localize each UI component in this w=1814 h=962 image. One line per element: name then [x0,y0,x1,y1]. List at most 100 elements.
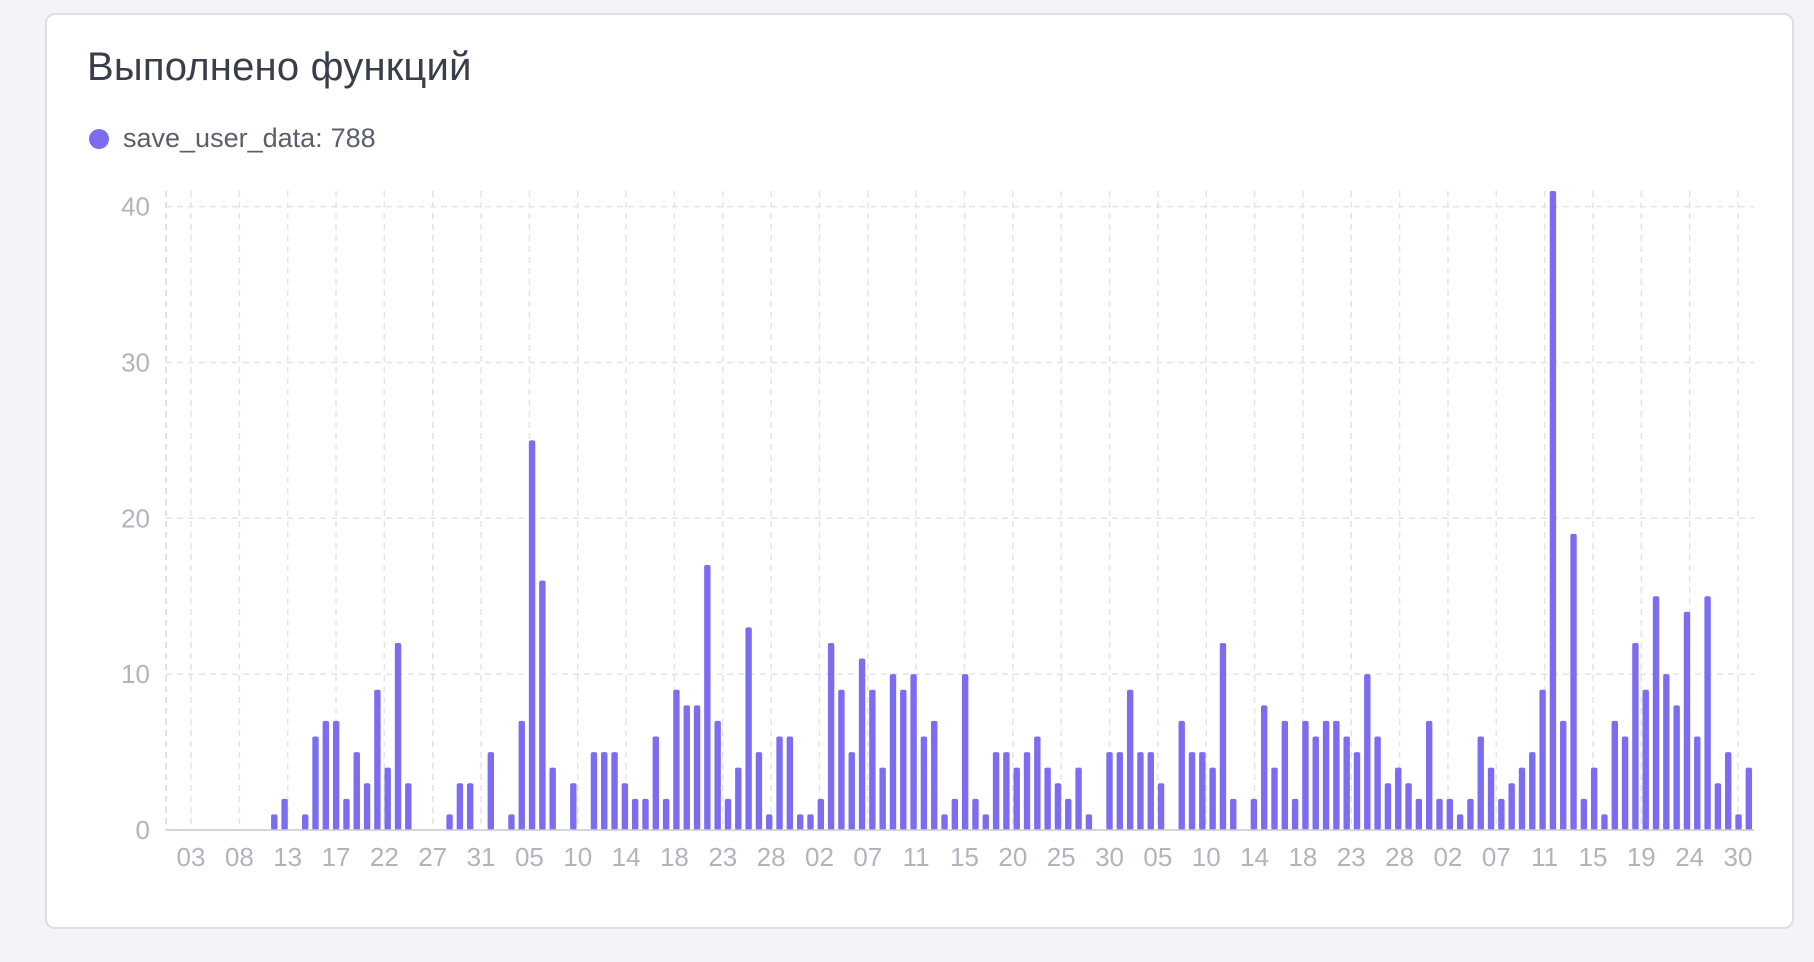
bar [1291,798,1299,830]
x-tick-label: 11 [903,842,930,872]
bar [332,720,340,830]
y-tick-label: 20 [121,503,150,533]
bar [838,689,845,830]
bar [353,752,360,830]
bar [1260,705,1268,830]
bar [1364,674,1371,830]
bar [1054,783,1062,830]
bar [1250,798,1258,830]
bar [281,798,288,830]
bar [1333,720,1340,830]
bar [786,736,794,830]
bar [631,798,639,830]
y-tick-label: 0 [136,815,150,845]
x-tick-label: 02 [1433,842,1462,872]
bar [1374,736,1381,830]
x-tick-label: 19 [1627,842,1656,872]
bar [848,752,855,830]
x-tick-label: 15 [1579,842,1608,872]
bar [1436,798,1443,830]
x-tick-label: 22 [370,842,399,872]
y-tick-label: 10 [121,659,150,689]
bar [1157,783,1165,830]
bar [1601,814,1608,830]
bar [271,814,278,830]
bar [1075,767,1082,830]
legend-series-name: save_user_data: [123,123,323,153]
bar [363,783,371,830]
bar [1508,783,1515,830]
bar [1271,767,1278,830]
bar [518,720,525,830]
x-tick-label: 02 [805,842,834,872]
bar [1529,752,1536,830]
bar [931,720,938,830]
bar [1477,736,1484,830]
chart-legend[interactable]: save_user_data: 788 [89,123,376,154]
bar [394,642,402,830]
bar [1745,767,1753,830]
legend-total: 788 [330,123,376,153]
bar [972,798,979,830]
bar [869,689,876,830]
bar [1044,767,1051,830]
x-tick-label: 31 [467,842,496,872]
bar [549,767,556,830]
x-tick-label: 05 [515,842,544,872]
bar [745,627,752,830]
bar [1137,752,1144,830]
bar [611,752,618,830]
x-tick-label: 20 [998,842,1027,872]
x-tick-label: 18 [660,842,689,872]
bar [796,814,804,830]
x-tick-label: 07 [853,842,882,872]
bar [1415,798,1423,830]
x-tick-label: 14 [1240,842,1269,872]
bar [1560,720,1567,830]
bar [1425,720,1433,830]
bar [1106,752,1113,830]
x-tick-label: 30 [1095,842,1124,872]
x-tick-label: 15 [950,842,979,872]
bar [1312,736,1319,830]
x-tick-label: 24 [1675,842,1704,872]
bar [652,736,660,830]
bar [590,752,598,830]
bar [889,674,897,830]
bar [1611,720,1618,830]
bar [735,767,742,830]
bar [343,798,350,830]
bar [1034,736,1041,830]
x-tick-label: 08 [225,842,254,872]
bar [1518,767,1526,830]
bar [302,814,309,830]
x-tick-label: 28 [1385,842,1414,872]
bar [858,658,866,830]
bar [1023,752,1031,830]
bar [1549,191,1557,830]
x-tick-label: 03 [177,842,206,872]
bar [446,814,453,830]
x-tick-label: 13 [273,842,302,872]
bar [1116,752,1124,830]
bar [1487,767,1495,830]
bar [539,580,546,830]
bar [1735,814,1742,830]
bar [1013,767,1020,830]
bar [1219,642,1227,830]
bar [570,783,577,830]
bar [601,752,608,830]
bar [528,440,536,830]
bar [1580,798,1588,830]
bar [961,674,969,830]
x-tick-label: 17 [322,842,351,872]
bar [1405,783,1412,830]
y-tick-label: 40 [121,192,150,222]
bar [1126,689,1134,830]
bar [1683,611,1691,830]
bar [405,783,412,830]
bar [1725,752,1732,830]
bar [941,814,948,830]
bar [724,798,732,830]
bar [1446,798,1454,830]
